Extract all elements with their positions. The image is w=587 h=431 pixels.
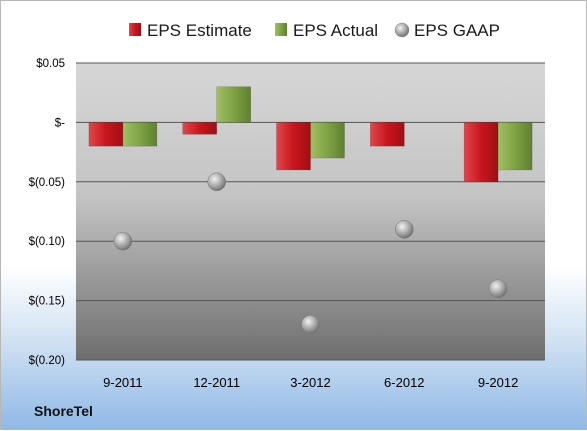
- eps-gaap-point: [113, 231, 133, 251]
- eps-gaap-point: [395, 220, 414, 239]
- x-tick-label: 9-2012: [478, 375, 518, 390]
- legend-eps-estimate-label: EPS Estimate: [147, 21, 252, 40]
- bars: [88, 86, 533, 183]
- legend-eps-actual-swatch: [275, 23, 287, 36]
- eps-estimate-bar: [463, 122, 499, 183]
- eps-actual-bar: [497, 122, 533, 171]
- y-tick-label: $(0.05): [29, 177, 66, 189]
- legend-eps-estimate-swatch: [129, 23, 141, 36]
- y-tick-label: $(0.10): [29, 236, 66, 248]
- x-tick-label: 6-2012: [384, 375, 424, 390]
- eps-estimate-bar: [88, 122, 124, 147]
- x-tick-label: 12-2011: [193, 375, 240, 390]
- legend-eps-gaap-marker: [394, 22, 410, 38]
- eps-gaap-point: [301, 315, 320, 334]
- x-tick-label: 3-2012: [290, 375, 330, 390]
- x-tick-label: 9-2011: [103, 375, 143, 390]
- y-tick-label: $-: [55, 117, 65, 129]
- legend-eps-gaap-label: EPS GAAP: [414, 21, 500, 40]
- eps-gaap-point: [207, 172, 226, 192]
- eps-estimate-bar: [182, 122, 217, 135]
- y-tick-label: $(0.15): [29, 296, 66, 308]
- eps-actual-bar: [310, 122, 345, 159]
- company-name: ShoreTel: [34, 403, 93, 419]
- eps-actual-bar: [216, 86, 251, 123]
- legend-eps-actual-label: EPS Actual: [293, 21, 378, 40]
- gaap-points: [113, 172, 508, 334]
- eps-estimate-bar: [276, 122, 311, 171]
- y-tick-label: $(0.20): [29, 355, 66, 367]
- plot-area: [76, 63, 545, 360]
- x-axis-ticks: 9-2011 12-2011 3-2012 6-2012 9-2012: [103, 375, 518, 390]
- y-axis-ticks: $0.05 $- $(0.05) $(0.10) $(0.15) $(0.20): [29, 58, 66, 367]
- eps-estimate-bar: [370, 122, 405, 147]
- eps-actual-bar: [122, 122, 158, 147]
- legend: EPS Estimate EPS Actual EPS GAAP: [129, 21, 500, 40]
- eps-gaap-point: [488, 279, 508, 298]
- y-tick-label: $0.05: [36, 58, 65, 70]
